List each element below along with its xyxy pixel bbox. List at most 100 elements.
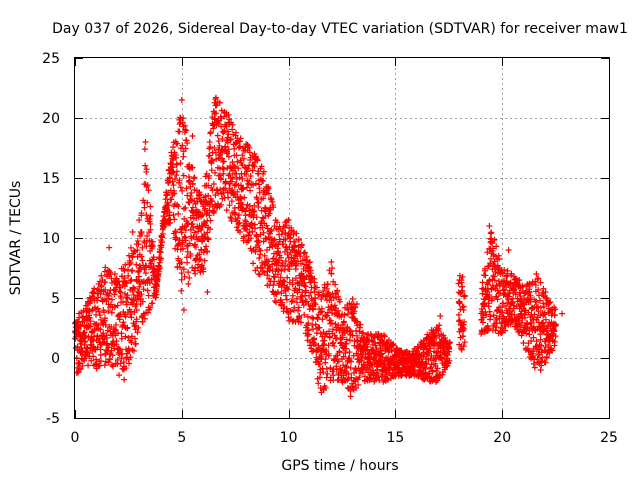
data-point bbox=[278, 254, 285, 261]
data-point bbox=[538, 362, 545, 369]
data-point bbox=[102, 321, 109, 328]
data-point bbox=[97, 352, 104, 359]
data-point bbox=[234, 188, 241, 195]
data-point bbox=[171, 216, 178, 223]
data-point bbox=[461, 339, 468, 346]
data-point bbox=[165, 202, 172, 209]
data-point bbox=[129, 229, 136, 235]
data-point bbox=[485, 303, 492, 310]
data-point bbox=[483, 311, 490, 318]
data-point bbox=[106, 290, 113, 297]
data-point bbox=[301, 311, 308, 318]
data-point bbox=[349, 382, 356, 389]
data-point bbox=[312, 294, 319, 301]
y-tick-label: 20 bbox=[42, 111, 60, 127]
data-point bbox=[532, 282, 539, 289]
data-point bbox=[180, 153, 187, 160]
data-point bbox=[178, 270, 185, 277]
data-point bbox=[265, 258, 272, 265]
data-point bbox=[249, 167, 256, 174]
data-point bbox=[490, 312, 497, 319]
data-point bbox=[284, 251, 291, 258]
data-point bbox=[516, 289, 523, 296]
data-point bbox=[129, 267, 136, 274]
data-point bbox=[501, 319, 508, 325]
data-point bbox=[208, 160, 215, 167]
data-point bbox=[312, 321, 319, 328]
data-point bbox=[529, 279, 536, 286]
data-point bbox=[123, 301, 130, 308]
data-point bbox=[123, 280, 130, 287]
data-point bbox=[274, 219, 281, 226]
data-point bbox=[326, 328, 333, 335]
data-point bbox=[271, 274, 278, 281]
data-point bbox=[121, 267, 128, 274]
data-point bbox=[540, 303, 547, 310]
data-point bbox=[189, 164, 196, 171]
data-point bbox=[206, 172, 213, 179]
data-point bbox=[237, 157, 244, 164]
data-point bbox=[222, 143, 229, 150]
data-point bbox=[364, 343, 371, 350]
data-point bbox=[262, 204, 269, 211]
data-point bbox=[374, 348, 381, 355]
data-point bbox=[111, 270, 118, 277]
data-point bbox=[87, 318, 94, 325]
data-point bbox=[427, 345, 434, 352]
data-point bbox=[324, 312, 331, 319]
data-point bbox=[191, 229, 198, 236]
data-point bbox=[352, 327, 359, 334]
data-point bbox=[109, 296, 116, 303]
data-point bbox=[398, 372, 405, 379]
data-point bbox=[220, 166, 227, 173]
data-point bbox=[135, 273, 142, 280]
data-point bbox=[341, 312, 348, 319]
data-point bbox=[170, 212, 177, 219]
data-point bbox=[176, 179, 183, 186]
data-point bbox=[432, 379, 439, 385]
data-point bbox=[222, 179, 229, 186]
data-point bbox=[216, 142, 223, 149]
data-point bbox=[315, 380, 322, 387]
data-point bbox=[134, 247, 141, 254]
data-point bbox=[175, 210, 182, 217]
data-point bbox=[533, 271, 540, 277]
data-point bbox=[341, 367, 348, 374]
data-point bbox=[545, 342, 552, 349]
data-point bbox=[247, 157, 254, 163]
data-point bbox=[336, 349, 343, 356]
data-point bbox=[269, 198, 276, 205]
y-tick-labels: -5 0 5 10 15 20 25 bbox=[42, 51, 60, 427]
data-point bbox=[213, 156, 220, 163]
data-point bbox=[90, 353, 97, 360]
data-point bbox=[192, 244, 199, 251]
data-point bbox=[113, 338, 120, 345]
data-point bbox=[270, 282, 277, 289]
data-point bbox=[530, 334, 537, 341]
data-point bbox=[351, 308, 358, 315]
data-point bbox=[243, 184, 250, 191]
data-point bbox=[340, 318, 347, 325]
data-point bbox=[201, 231, 208, 238]
data-point bbox=[233, 224, 240, 231]
data-point bbox=[96, 362, 103, 369]
data-point bbox=[178, 259, 185, 266]
data-point bbox=[148, 276, 155, 283]
data-point bbox=[505, 296, 512, 303]
data-point bbox=[244, 141, 251, 148]
data-point bbox=[191, 174, 198, 181]
data-point bbox=[380, 332, 387, 339]
data-point bbox=[95, 363, 102, 370]
data-point bbox=[246, 178, 253, 185]
data-point bbox=[228, 217, 235, 224]
data-point bbox=[519, 283, 526, 290]
data-point bbox=[283, 305, 290, 312]
data-point bbox=[518, 332, 525, 339]
data-point bbox=[243, 171, 250, 178]
data-point bbox=[319, 316, 326, 323]
data-point bbox=[298, 241, 305, 248]
data-point bbox=[207, 217, 214, 224]
data-point bbox=[146, 280, 153, 287]
data-point bbox=[214, 132, 221, 139]
data-point bbox=[217, 172, 223, 179]
